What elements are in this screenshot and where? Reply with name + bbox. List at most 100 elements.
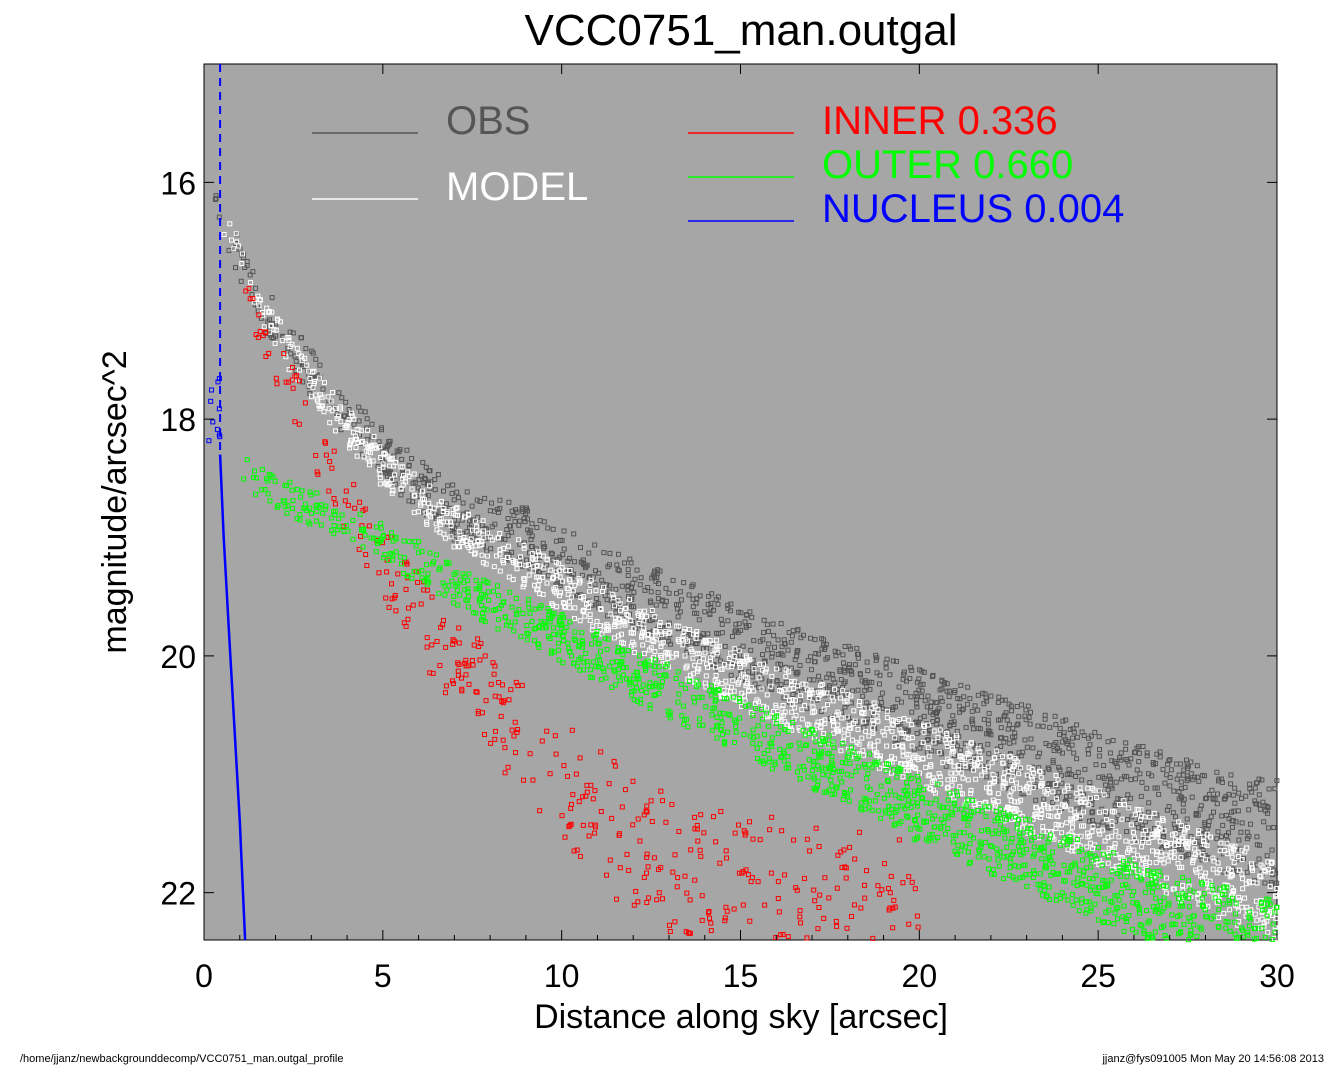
point-obs	[1063, 717, 1069, 723]
point-model	[740, 671, 746, 677]
point-obs	[925, 736, 931, 742]
point-obs	[629, 603, 635, 609]
point-obs	[951, 690, 957, 696]
point-obs	[898, 699, 904, 705]
point-obs	[607, 583, 613, 589]
point-obs	[607, 550, 613, 556]
point-obs	[998, 744, 1004, 749]
point-obs	[570, 571, 576, 577]
point-obs	[1266, 786, 1272, 792]
point-obs	[909, 709, 915, 715]
point-obs	[765, 647, 771, 653]
point-obs	[774, 679, 780, 685]
point-obs	[415, 485, 421, 491]
x-tick-label: 25	[1080, 958, 1116, 994]
point-model	[348, 410, 354, 416]
point-obs	[1001, 714, 1007, 720]
point-obs	[702, 609, 708, 615]
point-model	[256, 303, 262, 309]
point-obs	[929, 748, 935, 754]
point-obs	[728, 608, 733, 614]
point-obs	[1123, 740, 1129, 746]
point-obs	[1100, 774, 1106, 780]
point-obs	[288, 351, 294, 357]
point-obs	[705, 631, 711, 637]
point-obs	[527, 550, 532, 556]
point-model	[535, 549, 541, 555]
point-obs	[625, 567, 631, 573]
point-model	[690, 655, 696, 661]
point-obs	[1159, 846, 1164, 852]
point-obs	[938, 695, 944, 701]
point-obs	[432, 487, 438, 493]
point-obs	[781, 637, 787, 643]
point-obs	[399, 456, 405, 462]
point-obs	[404, 447, 410, 453]
point-obs	[1075, 769, 1081, 775]
point-obs	[770, 621, 776, 627]
point-obs	[1110, 738, 1116, 743]
point-obs	[1074, 734, 1080, 740]
point-obs	[840, 652, 846, 658]
point-obs	[1056, 789, 1062, 795]
point-obs	[705, 602, 711, 607]
point-obs	[1236, 837, 1242, 843]
point-obs	[783, 664, 789, 670]
point-obs	[1016, 714, 1022, 720]
point-model	[1090, 823, 1096, 829]
point-obs	[293, 358, 299, 364]
point-obs	[1204, 826, 1210, 832]
point-obs	[549, 551, 555, 557]
point-obs	[528, 537, 534, 542]
point-obs	[1254, 834, 1260, 840]
point-model	[388, 457, 394, 463]
point-obs	[1262, 803, 1268, 809]
point-obs	[930, 672, 936, 678]
legend-label-outer: OUTER 0.660	[822, 143, 1073, 187]
point-obs	[947, 722, 953, 728]
point-obs	[1090, 809, 1096, 815]
point-model	[444, 509, 450, 515]
point-obs	[779, 644, 785, 650]
point-model	[1053, 782, 1059, 788]
point-obs	[852, 662, 858, 668]
point-obs	[985, 721, 991, 727]
point-obs	[1184, 778, 1190, 784]
point-obs	[1205, 823, 1211, 829]
point-obs	[470, 517, 476, 523]
point-obs	[984, 731, 989, 737]
point-model	[957, 784, 963, 790]
point-obs	[711, 662, 717, 668]
point-obs	[545, 525, 551, 531]
point-model	[680, 642, 686, 648]
point-obs	[509, 529, 515, 535]
point-obs	[386, 439, 392, 445]
point-obs	[1144, 753, 1150, 759]
point-obs	[516, 522, 522, 528]
point-obs	[1256, 776, 1262, 782]
point-obs	[655, 590, 661, 595]
point-obs	[946, 703, 952, 709]
point-obs	[826, 671, 832, 677]
point-obs	[694, 596, 700, 602]
point-model	[1017, 785, 1023, 791]
point-obs	[375, 464, 381, 469]
point-obs	[1214, 769, 1220, 775]
point-model	[1038, 815, 1044, 820]
point-obs	[1014, 704, 1020, 709]
point-obs	[728, 601, 734, 607]
point-obs	[600, 581, 606, 587]
point-obs	[1154, 785, 1160, 791]
point-obs	[464, 529, 470, 535]
point-obs	[1232, 785, 1238, 791]
point-obs	[733, 621, 739, 627]
point-obs	[1030, 745, 1036, 751]
point-obs	[369, 421, 375, 427]
point-obs	[917, 745, 923, 751]
point-obs	[760, 652, 765, 658]
point-obs	[1256, 802, 1262, 808]
point-obs	[1044, 782, 1050, 788]
point-obs	[1073, 774, 1079, 779]
point-obs	[977, 726, 983, 732]
point-obs	[1081, 733, 1087, 738]
